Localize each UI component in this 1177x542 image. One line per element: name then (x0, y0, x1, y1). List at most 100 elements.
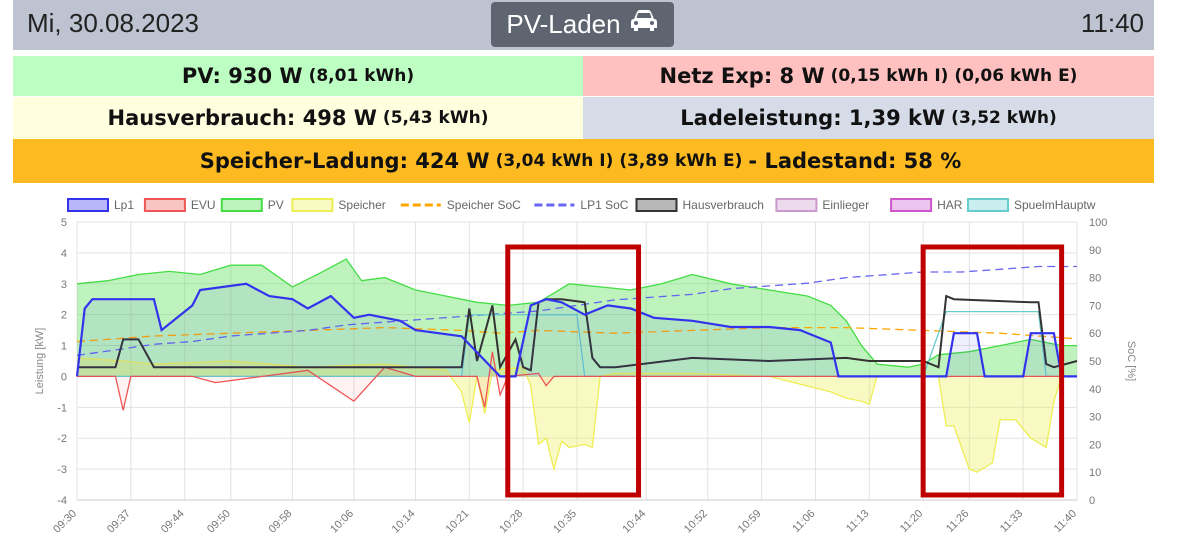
charge-mode-label: PV-Laden (506, 9, 621, 39)
grid-value: Netz Exp: 8 W (659, 64, 825, 88)
legend-label: Speicher (338, 198, 385, 212)
legend-swatch (775, 198, 818, 212)
series-line-speicher-soc (76, 326, 1078, 343)
y2-tick-label: 20 (1089, 439, 1101, 451)
x-tick-label: 11:20 (898, 508, 925, 535)
legend-label: LP1 SoC (580, 198, 628, 212)
legend-swatch (967, 198, 1009, 212)
charging-power-status: Ladeleistung: 1,39 kW (3,52 kWh) (583, 97, 1154, 139)
legend-label: PV (268, 198, 284, 212)
legend-label: EVU (191, 198, 216, 212)
x-tick-label: 11:26 (944, 508, 971, 535)
legend-item: EVU (143, 198, 216, 212)
y-tick-label: -1 (57, 402, 67, 414)
legend-item: Einlieger (775, 198, 869, 212)
grid-energy: (0,15 kWh I) (0,06 kWh E) (830, 66, 1078, 86)
y2-tick-label: 80 (1089, 273, 1101, 285)
series-line-hausverbrauch (77, 294, 1078, 372)
x-tick-label: 11:33 (998, 508, 1025, 535)
y2-tick-label: 50 (1089, 356, 1101, 368)
series-line-evu (77, 351, 1077, 411)
legend-swatch (890, 198, 933, 212)
x-tick-label: 10:35 (551, 508, 579, 536)
x-tick-label: 10:21 (443, 508, 471, 536)
x-tick-label: 09:50 (205, 508, 233, 536)
pv-status: PV: 930 W (8,01 kWh) (13, 56, 583, 96)
legend-label: Hausverbrauch (683, 198, 764, 212)
pv-energy: (8,01 kWh) (308, 66, 415, 86)
y2-tick-label: 90 (1089, 245, 1101, 257)
y-tick-label: 4 (61, 248, 67, 260)
x-tick-label: 11:06 (790, 508, 817, 535)
legend-item: Lp1 (67, 198, 134, 212)
series-area-speicher (77, 357, 1077, 473)
x-tick-label: 10:14 (390, 508, 418, 536)
y2-axis-title: SoC [%] (1125, 341, 1137, 381)
legend-item: Speicher (291, 198, 386, 212)
legend-item: SpuelmHauptw (967, 198, 1096, 212)
date-label: Mi, 30.08.2023 (27, 8, 200, 38)
y2-tick-label: 30 (1089, 412, 1101, 424)
legend-label: Speicher SoC (447, 198, 521, 212)
charging-power-energy: (3,52 kWh) (951, 108, 1057, 128)
x-tick-label: 10:52 (682, 508, 710, 536)
storage-power-value: Speicher-Ladung: 424 W (199, 149, 490, 173)
legend-swatch (67, 198, 109, 212)
highlight-box (505, 244, 642, 498)
x-tick-label: 09:37 (105, 508, 133, 536)
legend-label: HAR (937, 198, 963, 212)
y2-tick-label: 70 (1089, 300, 1101, 312)
grid-status: Netz Exp: 8 W (0,15 kWh I) (0,06 kWh E) (583, 56, 1154, 96)
y-tick-label: -3 (57, 464, 67, 476)
y-tick-label: 5 (61, 217, 67, 229)
top-bar: Mi, 30.08.2023 PV-Laden 11:40 (13, 0, 1154, 50)
car-icon (629, 9, 659, 40)
legend-item: HAR (890, 198, 963, 212)
legend-label: Einlieger (822, 198, 869, 212)
y-tick-label: -2 (57, 433, 67, 445)
legend-item: Speicher SoC (400, 198, 521, 212)
y2-tick-label: 60 (1089, 328, 1101, 340)
legend-swatch (143, 198, 186, 212)
y-tick-label: 3 (61, 279, 67, 291)
x-tick-label: 09:44 (159, 508, 187, 536)
x-tick-label: 09:58 (267, 508, 295, 536)
y2-tick-label: 0 (1089, 495, 1095, 507)
legend-item: Hausverbrauch (635, 198, 764, 212)
pv-value: PV: 930 W (181, 64, 303, 88)
storage-status: Speicher-Ladung: 424 W (3,04 kWh I) (3,8… (13, 139, 1154, 183)
y-axis-title: Leistung [kW] (34, 328, 46, 395)
x-tick-label: 09:30 (51, 508, 79, 536)
y-tick-label: -4 (57, 495, 67, 507)
time-label: 11:40 (1080, 8, 1144, 38)
series-line-speicher (76, 357, 1077, 473)
y-tick-label: 2 (61, 310, 67, 322)
series-area-lp1 (77, 283, 1077, 377)
highlight-box (920, 244, 1065, 498)
x-tick-label: 11:40 (1052, 508, 1079, 535)
series-line-lp1 (75, 282, 1077, 378)
legend-item: LP1 SoC (534, 198, 629, 212)
y-tick-label: 1 (61, 341, 67, 353)
y-tick-label: 0 (61, 371, 67, 383)
legend-label: SpuelmHauptw (1014, 198, 1096, 212)
charging-power-value: Ladeleistung: 1,39 kW (680, 106, 946, 130)
y2-tick-label: 10 (1089, 467, 1101, 479)
charge-mode-button[interactable]: PV-Laden (491, 2, 674, 47)
storage-energy: (3,04 kWh I) (3,89 kWh E) (495, 151, 743, 171)
legend-label: Lp1 (114, 198, 134, 212)
y2-tick-label: 40 (1089, 384, 1101, 396)
legend-swatch (291, 198, 334, 212)
house-consumption-energy: (5,43 kWh) (382, 108, 489, 128)
x-tick-label: 10:06 (328, 508, 356, 536)
storage-soc-value: - Ladestand: 58 % (748, 149, 962, 173)
house-consumption-status: Hausverbrauch: 498 W (5,43 kWh) (13, 97, 583, 139)
x-tick-label: 10:59 (736, 508, 764, 536)
x-tick-label: 10:28 (497, 508, 525, 536)
series-line-lp1-soc (76, 265, 1077, 357)
legend-swatch (635, 198, 678, 212)
legend-swatch (220, 198, 263, 212)
power-chart: -4-3-2-1012345010203040506070809010009:3… (34, 198, 1137, 536)
x-tick-label: 11:13 (844, 508, 871, 535)
y2-tick-label: 100 (1089, 217, 1107, 229)
